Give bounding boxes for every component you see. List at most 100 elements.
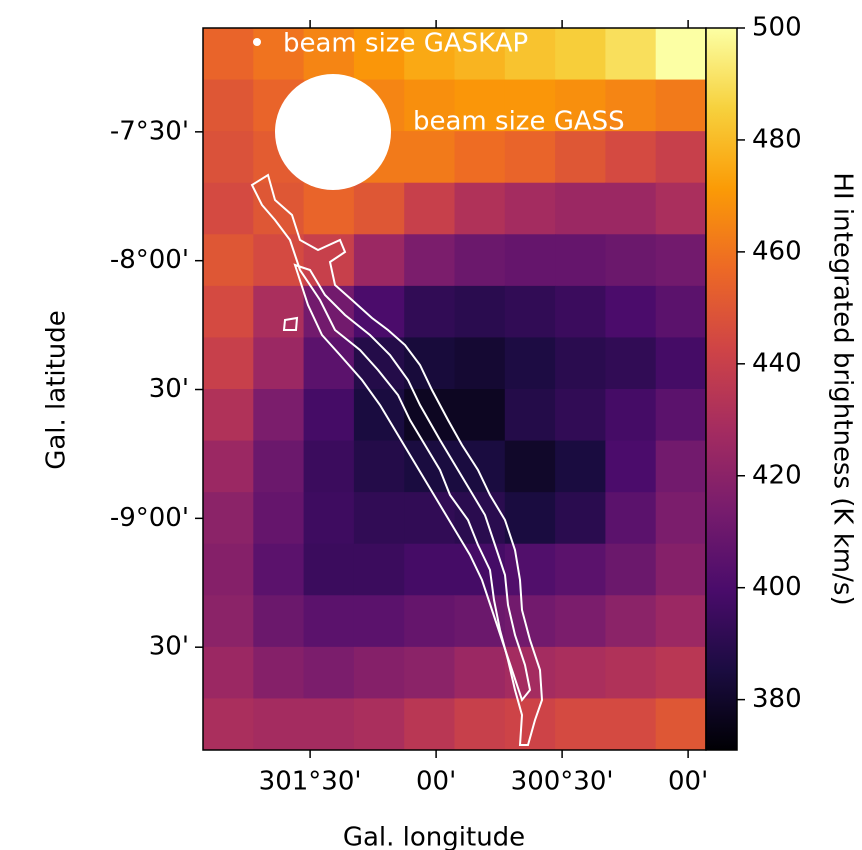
cell — [505, 389, 556, 441]
cell — [605, 183, 656, 235]
cell — [505, 286, 556, 338]
annotation: beam size GASS — [413, 107, 625, 137]
y-tick-label: -9°00' — [110, 503, 189, 533]
cell — [656, 80, 707, 132]
beam-gaskap — [253, 38, 261, 46]
cell — [404, 337, 455, 389]
cell — [253, 698, 304, 750]
cell — [203, 183, 254, 235]
cell — [505, 131, 556, 183]
colorbar-label: HI integrated brightness (K km/s) — [828, 172, 858, 605]
y-axis-label: Gal. latitude — [42, 310, 72, 470]
cell — [656, 183, 707, 235]
y-tick-label: -8°00' — [110, 245, 189, 275]
cell — [304, 441, 355, 493]
cell — [455, 183, 506, 235]
cell — [404, 595, 455, 647]
cell — [455, 647, 506, 699]
cell — [605, 441, 656, 493]
cell — [203, 234, 254, 286]
y-tick-label: 30' — [149, 632, 189, 662]
cell — [555, 28, 606, 80]
cell — [404, 234, 455, 286]
cell — [203, 647, 254, 699]
cell — [555, 492, 606, 544]
beam-gass — [275, 74, 391, 190]
cell — [505, 698, 556, 750]
cell — [605, 698, 656, 750]
cell — [404, 544, 455, 596]
cell — [505, 234, 556, 286]
cell — [555, 698, 606, 750]
cell — [304, 183, 355, 235]
y-tick-label: -7°30' — [110, 116, 189, 146]
cell — [354, 544, 405, 596]
cell — [555, 441, 606, 493]
y-tick-label: 30' — [149, 374, 189, 404]
cell — [605, 131, 656, 183]
cell — [203, 286, 254, 338]
cell — [404, 647, 455, 699]
cell — [404, 286, 455, 338]
cell — [605, 286, 656, 338]
cell — [656, 647, 707, 699]
colorbar-tick-label: 500 — [752, 13, 802, 43]
colorbar-tick-label: 420 — [752, 460, 802, 490]
cell — [555, 131, 606, 183]
cell — [455, 492, 506, 544]
cell — [354, 647, 405, 699]
cell — [605, 28, 656, 80]
cell — [505, 183, 556, 235]
cell — [304, 698, 355, 750]
colorbar-tick-label: 380 — [752, 684, 802, 714]
cell — [605, 595, 656, 647]
cell — [203, 492, 254, 544]
cell — [404, 441, 455, 493]
cell — [505, 337, 556, 389]
x-tick-label: 300°30' — [511, 767, 614, 797]
cell — [203, 337, 254, 389]
colorbar — [706, 28, 737, 750]
cell — [203, 595, 254, 647]
cell — [354, 234, 405, 286]
chart: beam size GASKAP beam size GASS Gal. lon… — [0, 0, 862, 850]
cell — [555, 647, 606, 699]
cell — [354, 492, 405, 544]
cell — [253, 441, 304, 493]
cell — [404, 131, 455, 183]
cell — [203, 698, 254, 750]
cell — [354, 441, 405, 493]
cell — [253, 492, 304, 544]
cell — [304, 544, 355, 596]
cell — [656, 286, 707, 338]
cell — [354, 286, 405, 338]
cell — [605, 492, 656, 544]
cell — [455, 131, 506, 183]
cell — [404, 183, 455, 235]
cell — [555, 337, 606, 389]
cell — [656, 234, 707, 286]
x-axis-label: Gal. longitude — [343, 823, 525, 850]
cell — [203, 389, 254, 441]
cell — [354, 183, 405, 235]
cell — [304, 234, 355, 286]
cell — [505, 544, 556, 596]
cell — [656, 544, 707, 596]
cell — [455, 286, 506, 338]
cell — [605, 647, 656, 699]
colorbar-tick-label: 440 — [752, 348, 802, 378]
cell — [253, 544, 304, 596]
cell — [354, 698, 405, 750]
cell — [203, 441, 254, 493]
cell — [455, 337, 506, 389]
cell — [656, 492, 707, 544]
cell — [304, 647, 355, 699]
cell — [304, 389, 355, 441]
cell — [656, 595, 707, 647]
cell — [253, 389, 304, 441]
cell — [505, 492, 556, 544]
cell — [304, 595, 355, 647]
annotation: beam size GASKAP — [283, 29, 528, 59]
cell — [555, 183, 606, 235]
cell — [203, 131, 254, 183]
